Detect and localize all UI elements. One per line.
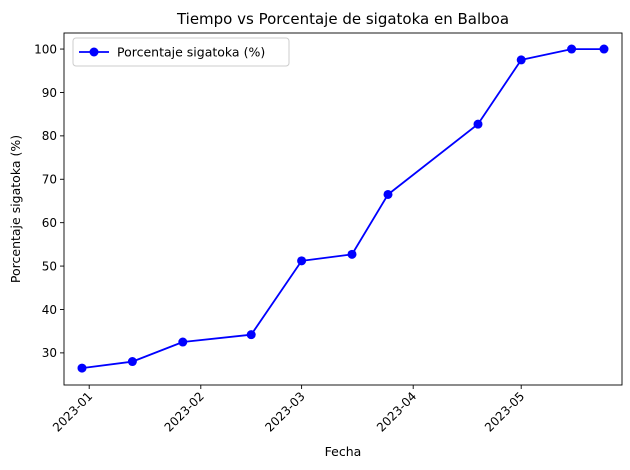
data-point <box>246 330 256 340</box>
y-tick-label: 40 <box>42 303 57 317</box>
data-point <box>567 44 577 54</box>
data-point <box>599 44 609 54</box>
plot-area <box>63 32 623 386</box>
chart-title: Tiempo vs Porcentaje de sigatoka en Balb… <box>176 10 509 28</box>
y-tick-label: 30 <box>42 346 57 360</box>
legend: Porcentaje sigatoka (%) <box>72 37 290 67</box>
y-axis: 30 40 50 60 70 80 90 100 <box>34 42 64 360</box>
y-tick-label: 100 <box>34 42 57 56</box>
data-point <box>297 256 307 266</box>
data-point <box>127 357 137 367</box>
data-point <box>473 119 483 129</box>
y-tick-label: 80 <box>42 129 57 143</box>
data-point <box>178 337 188 347</box>
data-point <box>516 55 526 65</box>
data-point <box>77 363 87 373</box>
data-point <box>383 189 393 199</box>
legend-label: Porcentaje sigatoka (%) <box>117 45 265 60</box>
x-axis-title: Fecha <box>325 444 362 459</box>
legend-marker-sample <box>89 47 99 57</box>
y-tick-label: 90 <box>42 86 57 100</box>
y-axis-title: Porcentaje sigatoka (%) <box>8 135 23 283</box>
legend-frame <box>72 37 290 67</box>
y-tick-label: 60 <box>42 216 57 230</box>
axes-frame <box>63 32 623 386</box>
data-point <box>347 249 357 259</box>
y-tick-label: 50 <box>42 259 57 273</box>
y-tick-label: 70 <box>42 173 57 187</box>
